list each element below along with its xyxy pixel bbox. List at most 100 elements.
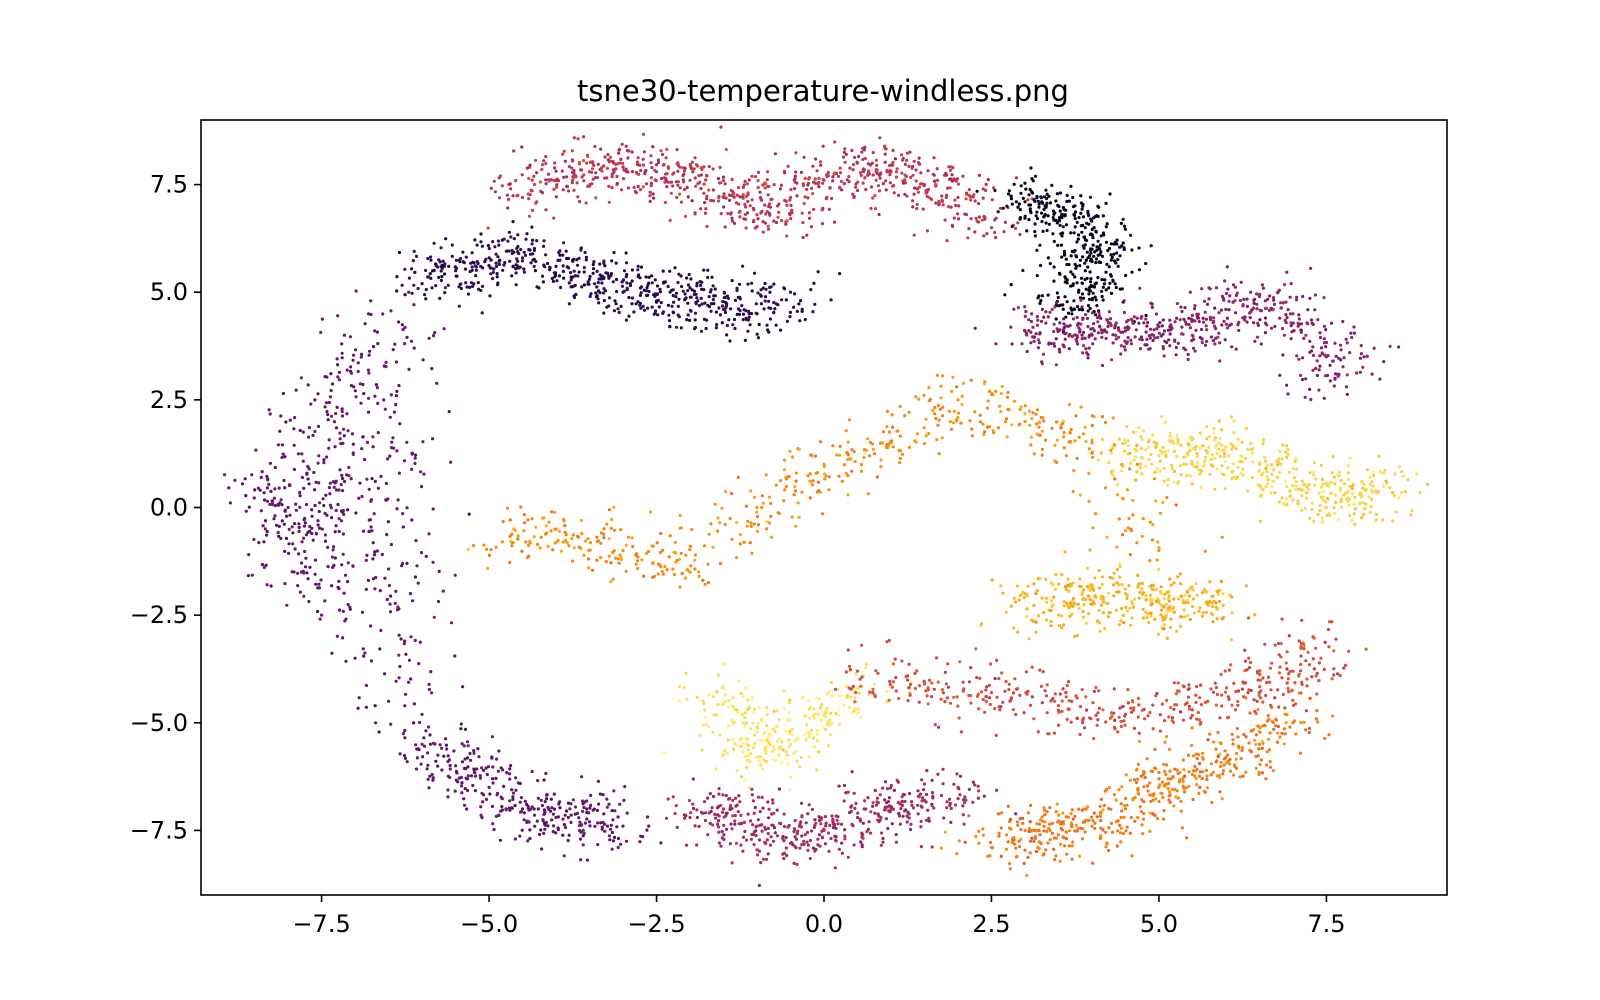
data-point [1318, 331, 1322, 335]
data-point [970, 434, 975, 438]
data-point [769, 197, 773, 202]
data-point [1068, 601, 1073, 605]
data-point [469, 261, 473, 265]
data-point [576, 195, 580, 199]
data-point [404, 692, 408, 696]
data-point [1099, 596, 1103, 601]
data-point [600, 281, 604, 285]
data-point [297, 529, 301, 534]
data-point [580, 532, 584, 536]
data-point [466, 765, 470, 769]
data-point [788, 195, 793, 200]
data-point [857, 691, 861, 695]
data-point [673, 266, 677, 270]
data-point [402, 459, 407, 463]
data-point [437, 258, 441, 262]
data-point [683, 214, 688, 218]
data-point [703, 201, 707, 205]
data-point [1183, 306, 1187, 310]
data-point [828, 717, 832, 722]
data-point [862, 456, 866, 460]
data-point [835, 453, 839, 457]
data-point [853, 700, 857, 704]
data-point [1084, 287, 1088, 291]
data-point [621, 278, 626, 282]
data-point [1057, 219, 1061, 223]
data-point [1123, 227, 1127, 231]
data-point [924, 191, 928, 195]
data-point [755, 312, 759, 316]
data-point [1344, 385, 1349, 389]
data-point [672, 573, 677, 577]
data-point [712, 302, 716, 306]
data-point [1067, 347, 1071, 351]
data-point [984, 699, 988, 704]
data-point [500, 184, 504, 188]
data-point [662, 280, 666, 284]
data-point [883, 160, 887, 164]
data-point [497, 262, 501, 266]
data-point [354, 348, 358, 352]
data-point [924, 434, 928, 438]
data-point [639, 291, 643, 295]
data-point [917, 684, 922, 688]
data-point [1200, 614, 1205, 618]
data-point [1222, 473, 1226, 477]
data-point [346, 603, 350, 607]
data-point [630, 536, 634, 540]
data-point [424, 287, 428, 292]
data-point [1384, 479, 1388, 483]
data-point [1093, 250, 1097, 254]
data-point [472, 749, 476, 753]
data-point [741, 185, 745, 189]
data-point [685, 185, 689, 190]
data-point [1125, 609, 1129, 613]
data-point [419, 485, 424, 489]
data-point [419, 470, 423, 474]
data-point [471, 783, 475, 788]
data-point [1249, 441, 1253, 446]
data-point [1345, 341, 1349, 345]
data-point [1031, 619, 1036, 623]
data-point [1115, 581, 1119, 585]
data-point [627, 314, 631, 318]
data-point [996, 210, 1000, 214]
data-point [1308, 296, 1312, 300]
data-point [690, 199, 694, 203]
data-point [866, 492, 871, 496]
data-point [384, 481, 388, 486]
data-point [1043, 438, 1048, 442]
data-point [668, 290, 672, 294]
data-point [293, 522, 297, 526]
data-point [1211, 464, 1215, 468]
data-point [711, 545, 715, 549]
data-point [1134, 430, 1138, 434]
data-point [510, 806, 514, 810]
data-point [1137, 268, 1142, 272]
data-point [1286, 447, 1290, 452]
data-point [753, 733, 757, 737]
data-point [316, 523, 320, 527]
data-point [1201, 464, 1205, 468]
data-point [321, 497, 325, 501]
data-point [330, 555, 335, 559]
data-point [791, 733, 795, 737]
data-point [1350, 518, 1354, 522]
data-point [758, 190, 762, 194]
data-point [635, 160, 640, 164]
data-point [762, 758, 766, 762]
data-point [659, 531, 663, 536]
data-point [444, 237, 448, 241]
data-point [864, 187, 868, 192]
data-point [1323, 500, 1328, 504]
data-point [1064, 276, 1068, 280]
data-point [1260, 493, 1264, 497]
data-point [371, 577, 375, 581]
data-point [1096, 331, 1100, 335]
data-point [1061, 225, 1065, 229]
data-point [1082, 344, 1086, 348]
data-point [1312, 470, 1316, 474]
data-point [907, 662, 911, 666]
data-point [1101, 600, 1105, 604]
data-point [1064, 454, 1068, 458]
